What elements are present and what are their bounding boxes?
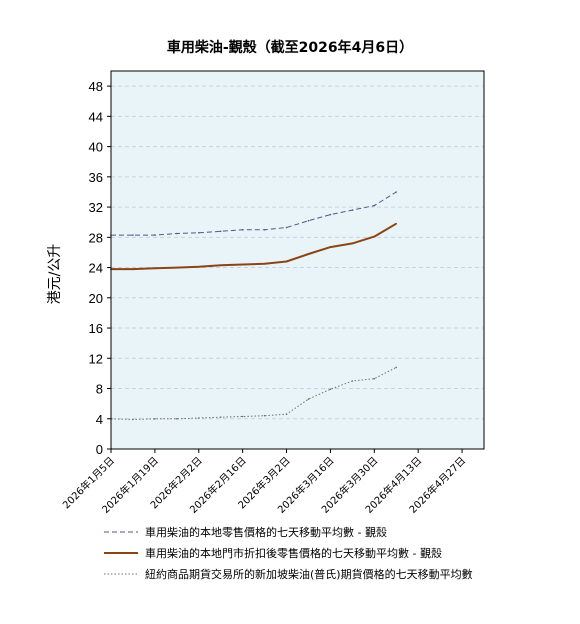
- y-tick-label: 24: [89, 261, 103, 276]
- y-tick-label: 12: [89, 351, 103, 366]
- gridlines: [111, 85, 484, 420]
- y-tick-label: 16: [89, 321, 103, 336]
- data-point: [176, 232, 178, 235]
- y-tick-label: 8: [96, 382, 103, 397]
- data-point: [263, 263, 266, 265]
- data-point: [351, 242, 354, 245]
- data-point: [329, 388, 332, 391]
- series-line-2: [111, 222, 397, 271]
- data-point: [285, 413, 288, 416]
- data-point: [307, 398, 310, 400]
- data-point: [395, 222, 398, 225]
- data-point: [241, 229, 244, 231]
- data-point: [176, 418, 178, 420]
- data-point: [307, 219, 310, 222]
- data-point: [241, 263, 244, 266]
- data-point: [307, 253, 310, 255]
- y-tick-label: 32: [89, 200, 103, 215]
- plot-area: [111, 71, 484, 449]
- data-point: [198, 232, 200, 234]
- legend-label-3: 紐約商品期貨交易所的新加坡柴油(普氏)期貨價格的七天移動平均數: [145, 567, 473, 581]
- data-point: [219, 416, 222, 419]
- data-point: [176, 266, 178, 269]
- legend-label-2: 車用柴油的本地門市折扣後零售價格的七天移動平均數 - 覲殼: [145, 546, 442, 560]
- y-tick-label: 20: [89, 291, 103, 306]
- data-point: [285, 226, 288, 229]
- data-point: [351, 380, 354, 382]
- series-line-3: [110, 366, 397, 420]
- data-point: [219, 264, 222, 267]
- y-axis-label: 港元/公升: [47, 244, 63, 305]
- data-point: [373, 204, 376, 207]
- data-point: [154, 267, 156, 270]
- chart-title: 車用柴油-覲殼（截至2026年4月6日）: [167, 39, 413, 56]
- data-point: [219, 230, 222, 233]
- data-point: [154, 234, 156, 236]
- series-line-1: [111, 191, 397, 236]
- data-point: [241, 415, 244, 418]
- data-point: [373, 235, 376, 238]
- data-point: [395, 366, 398, 369]
- plot-border: [110, 70, 485, 450]
- y-tick-label: 44: [89, 109, 103, 124]
- legend: 車用柴油的本地零售價格的七天移動平均數 - 覲殼車用柴油的本地門市折扣後零售價格…: [104, 525, 473, 581]
- data-point: [132, 418, 134, 421]
- data-point: [132, 234, 134, 236]
- data-point: [351, 209, 354, 211]
- legend-label-1: 車用柴油的本地零售價格的七天移動平均數 - 覲殼: [145, 525, 387, 539]
- y-tick-label: 0: [96, 442, 103, 457]
- y-tick-label: 36: [89, 170, 103, 185]
- y-tick-label: 48: [89, 79, 103, 94]
- data-point: [263, 229, 266, 231]
- data-point: [329, 213, 332, 216]
- y-tick-label: 28: [89, 230, 103, 245]
- x-axis-ticks: 2026年1月5日2026年1月19日2026年2月2日2026年2月16日20…: [60, 449, 468, 516]
- data-point: [373, 377, 376, 380]
- y-tick-label: 4: [96, 412, 103, 427]
- data-point: [154, 418, 156, 420]
- y-tick-label: 40: [89, 140, 103, 155]
- data-point: [329, 246, 332, 248]
- data-point: [198, 417, 200, 419]
- series-group: [110, 191, 398, 421]
- data-point: [395, 191, 398, 193]
- data-point: [263, 414, 266, 417]
- data-point: [132, 268, 134, 270]
- data-point: [285, 260, 288, 263]
- data-point: [198, 266, 200, 268]
